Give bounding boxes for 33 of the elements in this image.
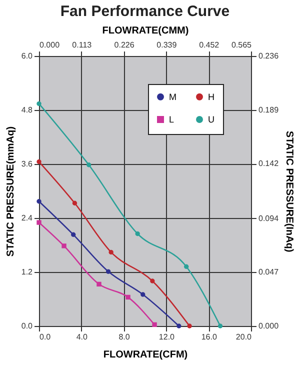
y-tick-label: 3.6 xyxy=(21,160,34,168)
y2-tick-label: 0.236 xyxy=(258,52,280,60)
legend-label: L xyxy=(169,114,174,124)
x-tick-label: 4.0 xyxy=(76,332,88,342)
x-tick-label: 16.0 xyxy=(201,332,218,342)
y2-tick-label: 0.189 xyxy=(258,105,280,114)
x-axis-title: FLOWRATE(CFM) xyxy=(103,350,188,360)
x2-tick-label: 0.565 xyxy=(231,40,252,50)
x2-tick-label: 0.339 xyxy=(156,40,178,50)
x2-tick-label: 0.226 xyxy=(114,40,135,50)
y2-tick-label: 0.000 xyxy=(258,322,280,330)
y-axis-title: STATIC PRESSURE(mmAq) xyxy=(5,126,16,257)
y-tick-label: 0.0 xyxy=(21,322,34,330)
legend-label: H xyxy=(208,92,214,102)
y-tick-label: 6.0 xyxy=(21,52,34,60)
x-tick-label: 20.0 xyxy=(236,332,252,342)
legend-label: U xyxy=(208,114,214,124)
y2-axis-title: STATIC PRESSURE(InAq) xyxy=(284,130,295,252)
y-tick-label: 1.2 xyxy=(21,268,34,276)
x-tick-label: 12.0 xyxy=(158,332,176,342)
x-tick-label: 0.0 xyxy=(40,332,52,342)
y-tick-label: 4.8 xyxy=(21,106,34,114)
chart-title: Fan Performance Curve xyxy=(60,3,230,20)
x2-tick-label: 0.113 xyxy=(72,40,92,50)
x2-tick-label: 0.000 xyxy=(40,40,60,50)
legend-label: M xyxy=(169,92,176,102)
x-tick-label: 8.0 xyxy=(118,332,130,342)
x2-tick-label: 0.452 xyxy=(199,40,220,50)
y2-tick-label: 0.047 xyxy=(258,268,280,277)
y2-tick-label: 0.142 xyxy=(258,159,280,168)
x2-axis-title: FLOWRATE(CMM) xyxy=(102,26,189,36)
y2-tick-label: 0.094 xyxy=(258,214,280,223)
y-tick-label: 2.4 xyxy=(21,214,34,222)
